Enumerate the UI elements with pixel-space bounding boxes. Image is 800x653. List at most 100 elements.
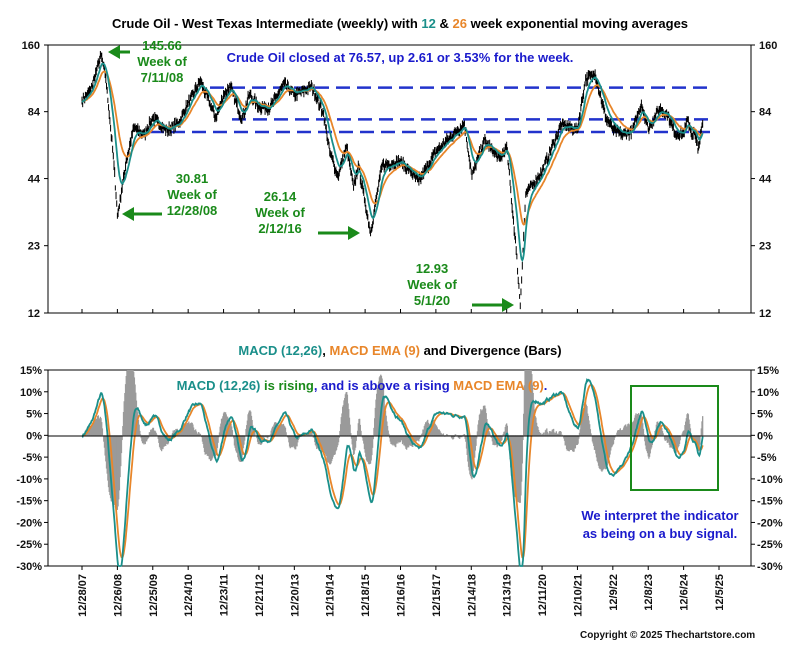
date-label: 12/13/19 — [502, 574, 514, 617]
date-label: 12/9/22 — [608, 574, 620, 611]
title-part-a: Crude Oil - West Texas Intermediate (wee… — [112, 16, 421, 31]
annotation-arrow-icon — [108, 45, 120, 59]
date-label: 12/18/15 — [360, 574, 372, 617]
copyright: Copyright © 2025 Thechartstore.com — [580, 630, 755, 641]
macd-tick-label: -20% — [16, 517, 42, 529]
highlight-box — [630, 385, 719, 491]
macd-note-mid: , and is above a rising — [314, 378, 453, 393]
annotation-text: 5/1/20 — [414, 293, 450, 308]
macd-tick-label: 15% — [20, 365, 42, 377]
annotation-arrow-icon — [122, 207, 134, 221]
title-12: 12 — [421, 16, 435, 31]
macd-tick-label: -10% — [16, 474, 42, 486]
macd-tick-label: 10% — [20, 387, 42, 399]
annotation-text: Week of — [255, 205, 305, 220]
date-label: 12/26/08 — [112, 574, 124, 617]
macd-tick-label: -25% — [16, 539, 42, 551]
price-tick-label: 44 — [28, 174, 41, 186]
macd-title-ema: MACD EMA (9) — [329, 343, 420, 358]
annotation-text: 7/11/08 — [141, 70, 184, 85]
annotation-text: Week of — [407, 277, 457, 292]
annotation-text: 30.81 — [176, 171, 209, 186]
price-tick-label-right: 84 — [759, 107, 772, 119]
date-label: 12/15/17 — [431, 574, 443, 617]
macd-tick-label-right: -10% — [757, 474, 783, 486]
date-label: 12/10/21 — [572, 574, 584, 617]
price-series — [81, 50, 704, 310]
annotation-arrow-icon — [348, 226, 360, 240]
title-26: 26 — [452, 16, 466, 31]
interpret-line1: We interpret the indicator — [581, 508, 738, 523]
annotation-text: 2/12/16 — [258, 221, 301, 236]
price-tick-label: 23 — [28, 241, 40, 253]
date-label: 12/20/13 — [289, 574, 301, 617]
macd-title: MACD (12,26), MACD EMA (9) and Divergenc… — [238, 343, 561, 358]
ema-26-line — [81, 70, 704, 226]
macd-tick-label-right: -15% — [757, 496, 783, 508]
macd-tick-label: 0% — [26, 430, 42, 442]
price-tick-label: 84 — [28, 107, 41, 119]
macd-note: MACD (12,26) is rising, and is above a r… — [177, 378, 548, 393]
date-label: 12/16/16 — [396, 574, 408, 617]
macd-tick-label: -5% — [22, 452, 42, 464]
annotation-text: 12/28/08 — [167, 203, 218, 218]
price-tick-label-right: 12 — [759, 308, 771, 320]
macd-title-macd: MACD (12,26) — [238, 343, 322, 358]
macd-axis: 15% 15% 10% 10% 5% 5% 0% 0% -5% -5% -10% -10% -15% -1… — [16, 365, 783, 573]
date-label: 12/28/07 — [77, 574, 89, 617]
macd-note-macd: MACD (12,26) — [177, 378, 261, 393]
annotation-text: 26.14 — [264, 189, 297, 204]
chart-title: Crude Oil - West Texas Intermediate (wee… — [112, 16, 688, 31]
date-label: 12/8/23 — [643, 574, 655, 611]
date-label: 12/5/25 — [714, 574, 726, 611]
macd-tick-label-right: 5% — [757, 409, 773, 421]
price-axis: 160 160 84 84 44 44 23 23 12 12 — [22, 40, 778, 320]
price-tick-label-right: 23 — [759, 241, 771, 253]
annotation-text: 12.93 — [416, 261, 449, 276]
date-label: 12/25/09 — [148, 574, 160, 617]
macd-panel — [47, 369, 752, 567]
macd-note-rising: is rising — [260, 378, 314, 393]
macd-tick-label: -15% — [16, 496, 42, 508]
macd-tick-label-right: 0% — [757, 430, 773, 442]
macd-tick-label: -30% — [16, 561, 42, 573]
macd-line — [81, 378, 704, 567]
date-label: 12/21/12 — [254, 574, 266, 617]
macd-tick-label-right: 15% — [757, 365, 779, 377]
annotation-text: 145.66 — [142, 38, 182, 53]
date-label: 12/24/10 — [183, 574, 195, 617]
macd-title-sep: , — [322, 343, 329, 358]
macd-series — [81, 378, 704, 567]
macd-tick-label-right: -25% — [757, 539, 783, 551]
title-amp: & — [436, 16, 453, 31]
date-label: 12/23/11 — [219, 574, 231, 616]
close-note: Crude Oil closed at 76.57, up 2.61 or 3.… — [227, 50, 574, 65]
price-tick-label-right: 160 — [759, 40, 777, 52]
ema-12-line — [81, 62, 704, 263]
date-axis: 12/28/07 12/26/08 12/25/09 12/24/10 12/23/11… — [77, 309, 726, 617]
macd-tick-label: 5% — [26, 409, 42, 421]
macd-note-period: . — [544, 378, 548, 393]
price-panel — [47, 44, 752, 314]
date-label: 12/14/18 — [466, 574, 478, 617]
macd-tick-label-right: 10% — [757, 387, 779, 399]
price-tick-label-right: 44 — [759, 174, 772, 186]
macd-note-ema: MACD EMA (9) — [453, 378, 544, 393]
date-label: 12/11/20 — [537, 574, 549, 616]
macd-tick-label-right: -30% — [757, 561, 783, 573]
annotation-arrow-icon — [502, 298, 514, 312]
date-label: 12/6/24 — [679, 573, 691, 611]
price-tick-label: 160 — [22, 40, 40, 52]
macd-tick-label-right: -20% — [757, 517, 783, 529]
annotation-text: Week of — [137, 54, 187, 69]
macd-ema-line — [81, 383, 704, 560]
title-part-b: week exponential moving averages — [467, 16, 688, 31]
date-label: 12/19/14 — [325, 573, 337, 617]
macd-title-rest: and Divergence (Bars) — [420, 343, 562, 358]
